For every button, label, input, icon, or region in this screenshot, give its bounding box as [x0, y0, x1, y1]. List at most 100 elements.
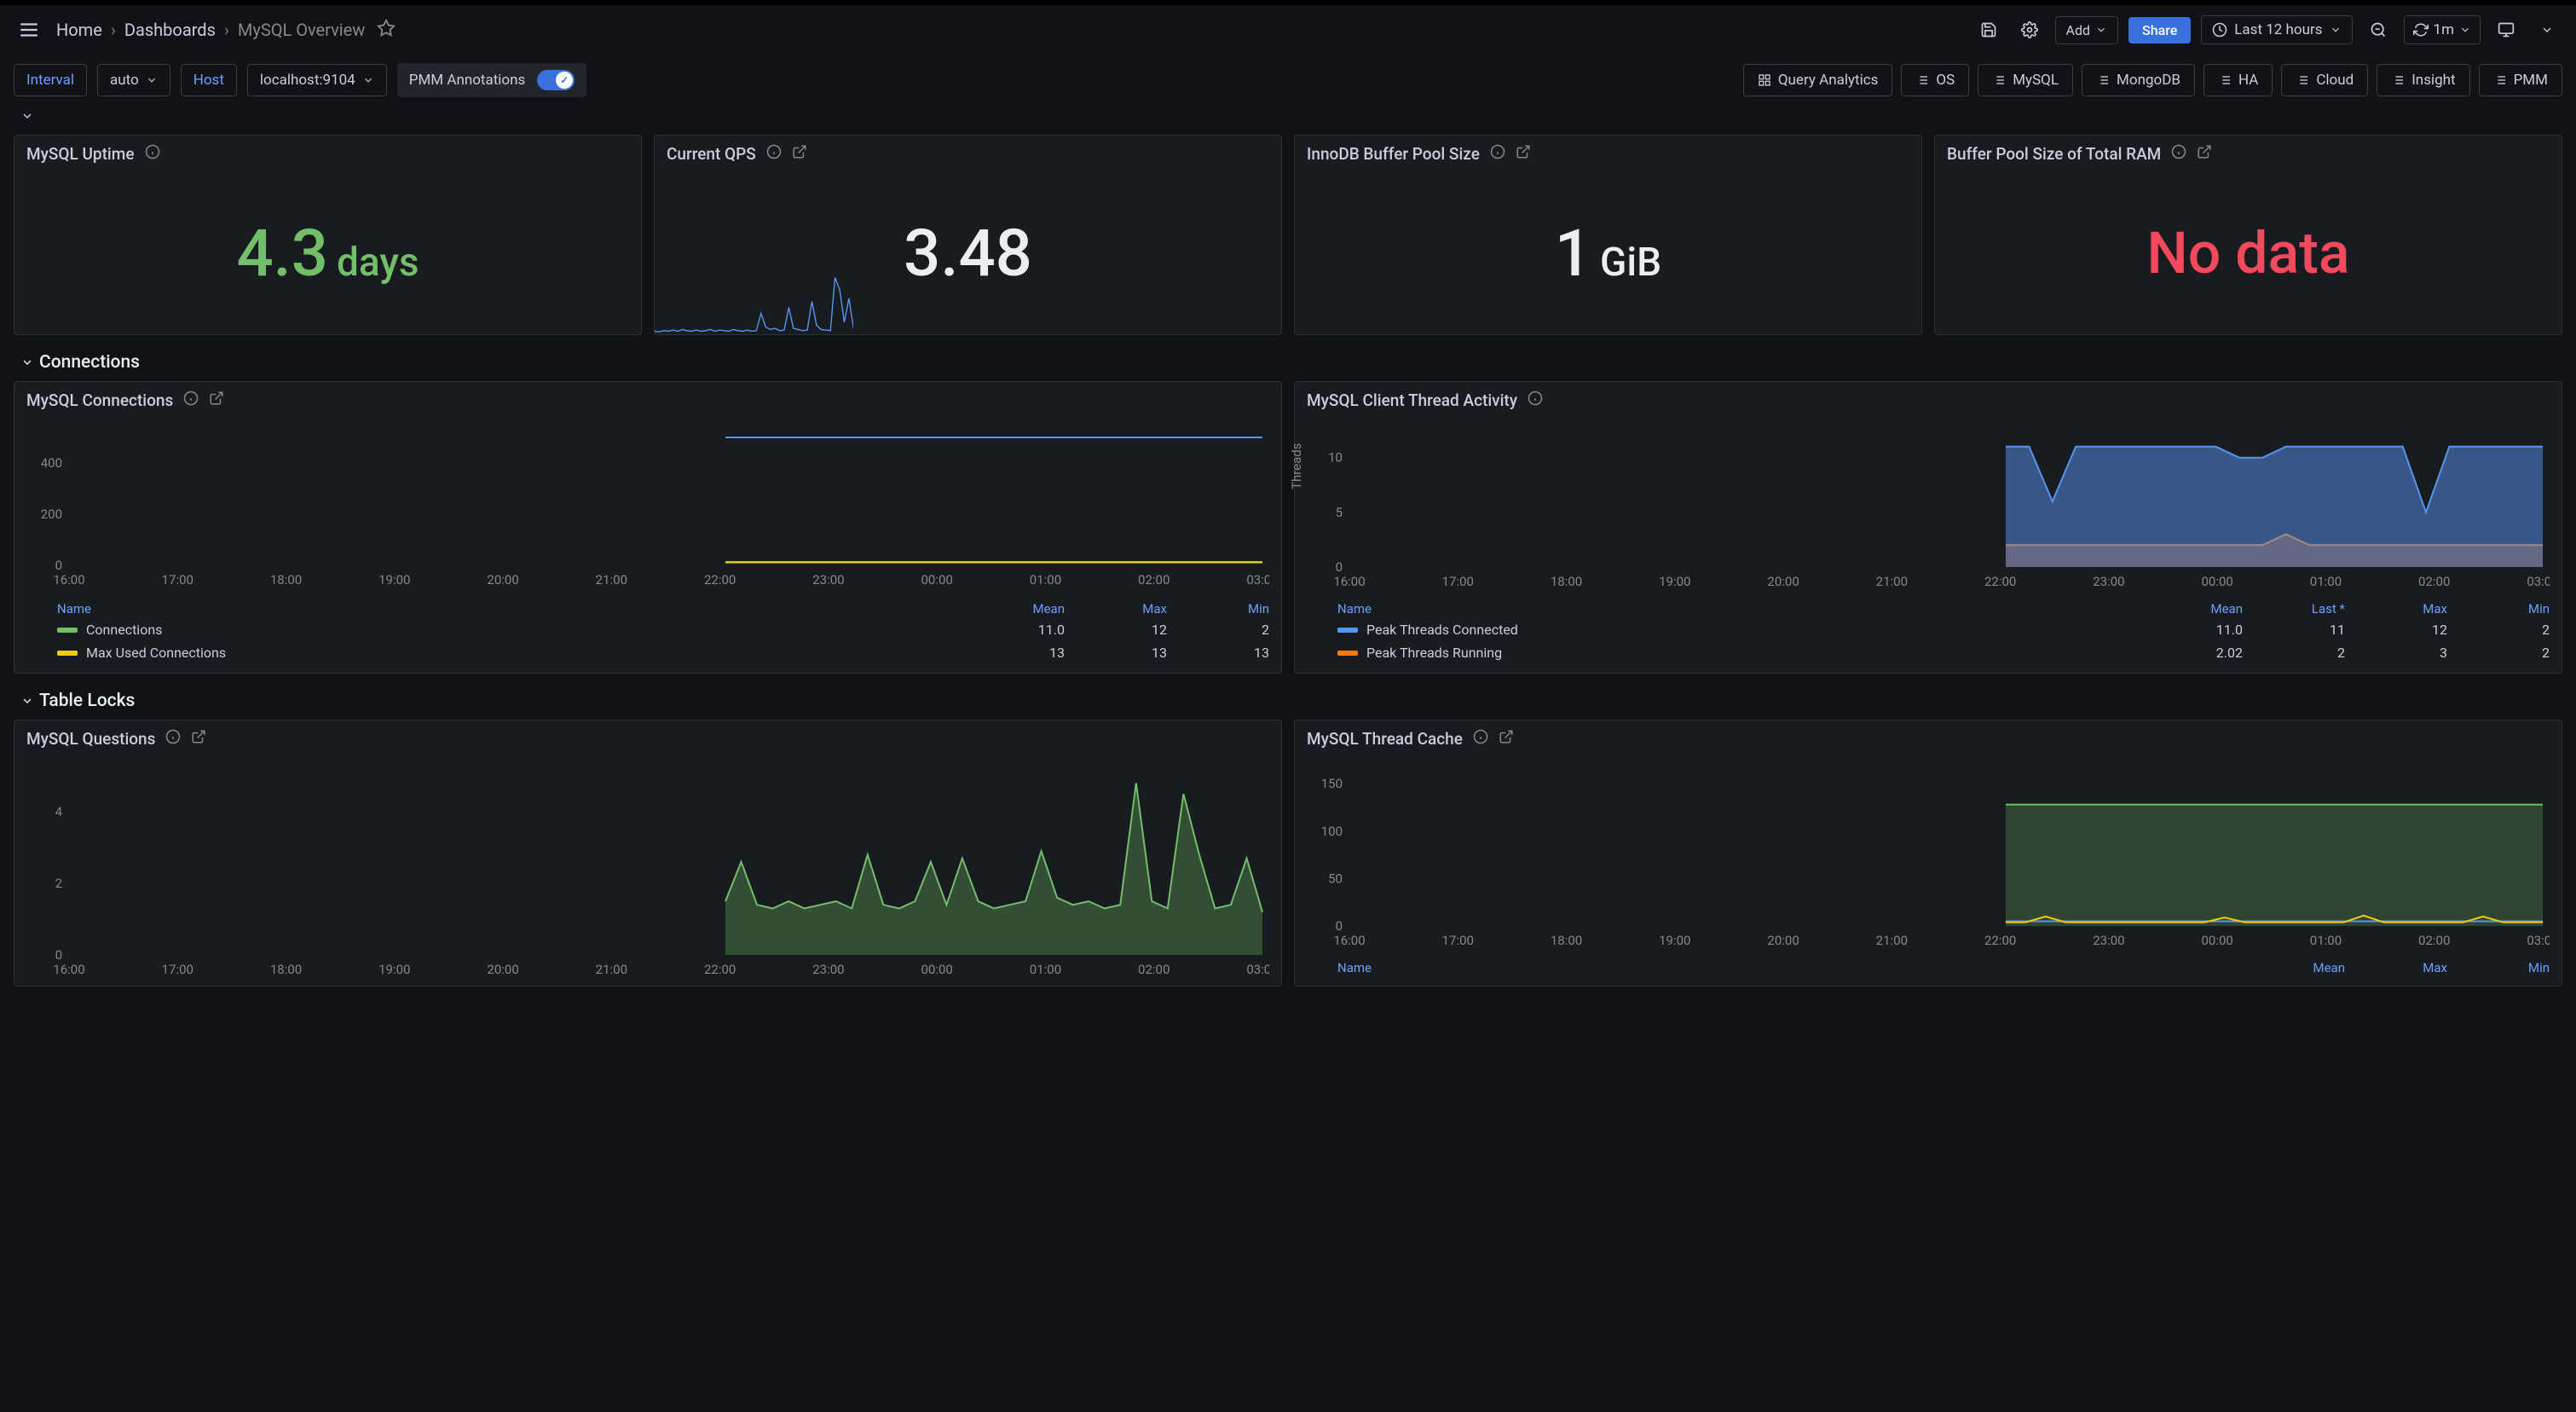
host-select[interactable]: localhost:9104 — [247, 64, 387, 96]
time-range-picker[interactable]: Last 12 hours — [2201, 15, 2352, 44]
nav-mongodb[interactable]: MongoDB — [2082, 64, 2195, 96]
panel-thread-cache: MySQL Thread Cache 05010015016:0017:0018… — [1294, 720, 2562, 987]
legend-row[interactable]: Peak Threads Running2.02232 — [1337, 641, 2550, 664]
legend-col[interactable]: Min — [2447, 601, 2550, 616]
refresh-interval-picker[interactable]: 1m — [2404, 15, 2481, 44]
save-icon[interactable] — [1973, 14, 2004, 45]
panel-title: MySQL Thread Cache — [1307, 729, 1463, 749]
nav-label: OS — [1936, 72, 1955, 89]
info-icon[interactable] — [183, 391, 199, 410]
favorite-star-icon[interactable] — [377, 19, 396, 41]
info-icon[interactable] — [1528, 391, 1543, 410]
svg-text:00:00: 00:00 — [2202, 933, 2233, 948]
external-link-icon[interactable] — [191, 729, 206, 749]
svg-text:22:00: 22:00 — [704, 962, 736, 977]
svg-text:50: 50 — [1328, 871, 1343, 886]
legend-col-name[interactable]: Name — [1337, 960, 1372, 975]
nav-query-analytics[interactable]: Query Analytics — [1743, 64, 1893, 96]
interval-select[interactable]: auto — [97, 64, 170, 96]
zoom-out-icon[interactable] — [2363, 14, 2394, 45]
stat-value: 4.3 — [236, 215, 328, 292]
breadcrumb-home[interactable]: Home — [56, 20, 102, 40]
svg-text:21:00: 21:00 — [596, 962, 627, 977]
host-label-button[interactable]: Host — [181, 64, 237, 96]
legend-col[interactable]: Min — [1167, 601, 1269, 616]
nav-os[interactable]: OS — [1901, 64, 1969, 96]
breadcrumb-dashboards[interactable]: Dashboards — [124, 20, 216, 40]
external-link-icon[interactable] — [1499, 729, 1514, 749]
nav-insight[interactable]: Insight — [2377, 64, 2469, 96]
legend-val: 13 — [1065, 645, 1167, 661]
legend-col[interactable]: Min — [2447, 960, 2550, 975]
legend-val: 13 — [1167, 645, 1269, 661]
interval-label-button[interactable]: Interval — [14, 64, 87, 96]
legend-col[interactable]: Max — [1065, 601, 1167, 616]
svg-text:20:00: 20:00 — [487, 572, 518, 587]
legend-row[interactable]: Max Used Connections131313 — [57, 641, 1269, 664]
legend-col[interactable]: Max — [2345, 601, 2447, 616]
svg-text:21:00: 21:00 — [1876, 574, 1908, 589]
svg-text:20:00: 20:00 — [487, 962, 518, 977]
external-link-icon[interactable] — [209, 391, 224, 410]
external-link-icon[interactable] — [2197, 144, 2212, 164]
legend-val: 3 — [2345, 645, 2447, 661]
svg-text:22:00: 22:00 — [1984, 574, 2016, 589]
svg-text:23:00: 23:00 — [812, 572, 844, 587]
svg-text:00:00: 00:00 — [921, 572, 953, 587]
info-icon[interactable] — [1490, 144, 1505, 164]
svg-text:01:00: 01:00 — [2310, 574, 2342, 589]
info-icon[interactable] — [766, 144, 782, 164]
info-icon[interactable] — [2171, 144, 2186, 164]
annotations-toggle[interactable] — [537, 70, 575, 90]
svg-text:18:00: 18:00 — [1551, 574, 1582, 589]
list-icon — [2493, 73, 2507, 87]
info-icon[interactable] — [1473, 729, 1488, 749]
svg-text:03:00: 03:00 — [2527, 574, 2550, 589]
legend-val: 2.02 — [2140, 645, 2243, 661]
nav-cloud[interactable]: Cloud — [2281, 64, 2368, 96]
settings-gear-icon[interactable] — [2014, 14, 2045, 45]
tv-mode-icon[interactable] — [2491, 14, 2521, 45]
svg-text:23:00: 23:00 — [812, 962, 844, 977]
svg-text:17:00: 17:00 — [1442, 933, 1474, 948]
svg-text:20:00: 20:00 — [1767, 574, 1799, 589]
breadcrumb-current: MySQL Overview — [238, 20, 365, 40]
breadcrumb-sep: › — [111, 20, 116, 40]
chevron-down-icon — [2459, 24, 2471, 36]
menu-toggle-icon[interactable] — [14, 14, 44, 45]
svg-text:01:00: 01:00 — [1030, 962, 1061, 977]
nav-ha[interactable]: HA — [2203, 64, 2273, 96]
row-collapse-chevron-icon[interactable] — [20, 109, 34, 126]
legend-col[interactable]: Mean — [962, 601, 1065, 616]
svg-text:19:00: 19:00 — [378, 572, 410, 587]
external-link-icon[interactable] — [1516, 144, 1531, 164]
add-button[interactable]: Add — [2055, 16, 2118, 44]
legend-col-name[interactable]: Name — [57, 601, 91, 616]
legend-col-name[interactable]: Name — [1337, 601, 1372, 616]
svg-text:02:00: 02:00 — [1138, 572, 1170, 587]
external-link-icon[interactable] — [792, 144, 807, 164]
share-button[interactable]: Share — [2128, 17, 2191, 43]
legend-col[interactable]: Max — [2345, 960, 2447, 975]
legend-row[interactable]: Connections11.0122 — [57, 618, 1269, 641]
section-table-locks[interactable]: Table Locks — [0, 686, 2576, 720]
nav-pmm[interactable]: PMM — [2479, 64, 2562, 96]
legend-col[interactable]: Last * — [2243, 601, 2345, 616]
interval-value: auto — [110, 72, 139, 89]
stat-unit: GiB — [1600, 240, 1661, 286]
info-icon[interactable] — [165, 729, 181, 749]
legend-row[interactable]: Peak Threads Connected11.011122 — [1337, 618, 2550, 641]
nav-mysql[interactable]: MySQL — [1978, 64, 2073, 96]
legend-val: 2 — [1167, 622, 1269, 638]
legend-swatch — [57, 628, 78, 633]
info-icon[interactable] — [145, 144, 160, 164]
section-connections[interactable]: Connections — [0, 347, 2576, 381]
legend-col[interactable]: Mean — [2140, 601, 2243, 616]
expand-icon[interactable] — [2532, 14, 2562, 45]
svg-text:17:00: 17:00 — [162, 962, 193, 977]
list-icon — [2296, 73, 2309, 87]
svg-text:200: 200 — [41, 506, 62, 522]
legend-val: 11.0 — [962, 622, 1065, 638]
legend-col[interactable]: Mean — [2243, 960, 2345, 975]
svg-text:0: 0 — [1336, 559, 1343, 575]
